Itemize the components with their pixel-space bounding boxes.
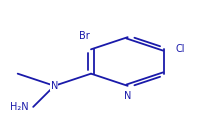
Text: H₂N: H₂N (10, 102, 29, 112)
Text: Cl: Cl (176, 44, 186, 54)
Text: N: N (51, 81, 58, 91)
Text: N: N (124, 91, 131, 101)
Text: Br: Br (79, 31, 90, 41)
